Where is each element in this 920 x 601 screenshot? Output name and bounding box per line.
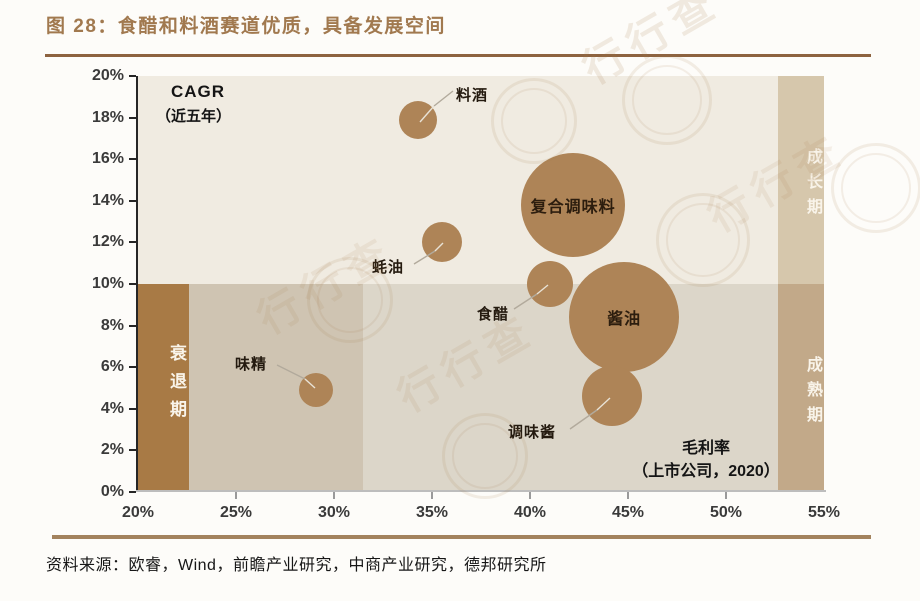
region-label-mature: 成熟期 bbox=[804, 356, 821, 431]
y-tick-label: 12% bbox=[91, 233, 124, 251]
y-tick-mark bbox=[129, 324, 136, 327]
y-tick-mark bbox=[129, 199, 136, 202]
x-tick-label: 25% bbox=[219, 504, 253, 521]
region-label-growth: 成长期 bbox=[804, 148, 821, 223]
y-tick-label: 0% bbox=[100, 483, 124, 500]
x-tick-label: 35% bbox=[415, 504, 449, 521]
bubble-label-酱油: 酱油 bbox=[607, 311, 642, 329]
bottom-rule bbox=[52, 535, 871, 539]
x-axis-line bbox=[136, 490, 826, 492]
x-tick-mark bbox=[529, 492, 531, 499]
y-tick-label: 20% bbox=[91, 67, 124, 84]
y-tick-label: 14% bbox=[91, 191, 124, 209]
x-tick-mark bbox=[725, 492, 727, 499]
y-tick-mark bbox=[129, 283, 136, 285]
y-tick-label: 10% bbox=[91, 275, 124, 292]
bubble-label-味精: 味精 bbox=[235, 356, 268, 373]
y-tick-mark bbox=[129, 366, 136, 369]
bubble-食醋 bbox=[526, 261, 573, 307]
y-axis-title: CAGR bbox=[171, 82, 226, 101]
y-tick-mark bbox=[129, 407, 136, 410]
x-tick-mark bbox=[235, 492, 237, 499]
bubble-label-调味酱: 调味酱 bbox=[508, 424, 557, 441]
y-tick-label: 8% bbox=[100, 316, 124, 334]
x-tick-mark bbox=[431, 492, 433, 499]
y-tick-mark bbox=[129, 449, 136, 452]
bubble-酱油 bbox=[569, 262, 680, 373]
y-tick-mark bbox=[129, 116, 136, 119]
bubble-label-食醋: 食醋 bbox=[477, 306, 510, 323]
y-tick-label: 16% bbox=[91, 150, 124, 168]
x-tick-label: 40% bbox=[513, 504, 547, 521]
region-bottom-inner bbox=[188, 284, 364, 492]
figure-title: 图 28：食醋和料酒赛道优质，具备发展空间 bbox=[46, 16, 446, 37]
region-growth-band bbox=[777, 76, 824, 284]
y-tick-mark bbox=[129, 158, 136, 161]
bubble-料酒 bbox=[399, 100, 438, 139]
x-tick-label: 30% bbox=[317, 504, 351, 521]
y-tick-mark bbox=[129, 491, 136, 493]
y-axis-subtitle: （近五年） bbox=[156, 108, 232, 125]
x-tick-label: 50% bbox=[709, 504, 743, 521]
bubble-chart-plot: 衰退期 成长期 成熟期 20% 18% 16% 14% 12% 10% 8% 6% 4% 2% 0%… bbox=[92, 67, 840, 521]
x-tick-label: 20% bbox=[121, 504, 155, 521]
region-label-decline: 衰退期 bbox=[167, 344, 186, 428]
region-decline-band bbox=[138, 284, 189, 492]
x-tick-mark bbox=[627, 492, 629, 499]
x-tick-label: 45% bbox=[611, 504, 645, 521]
y-tick-label: 4% bbox=[100, 399, 124, 417]
y-tick-mark bbox=[129, 75, 136, 77]
x-tick-mark bbox=[333, 492, 335, 499]
x-axis-subtitle: （上市公司，2020） bbox=[632, 463, 780, 480]
y-tick-label: 6% bbox=[100, 358, 124, 376]
y-tick-label: 18% bbox=[91, 108, 124, 126]
source-note: 资料来源：欧睿，Wind，前瞻产业研究，中商产业研究，德邦研究所 bbox=[46, 557, 547, 574]
bubble-label-料酒: 料酒 bbox=[456, 87, 489, 104]
y-axis-line bbox=[136, 76, 138, 492]
x-axis-title: 毛利率 bbox=[681, 440, 730, 457]
y-tick-label: 2% bbox=[100, 441, 124, 459]
x-tick-label: 55% bbox=[807, 504, 841, 521]
y-tick-mark bbox=[129, 241, 136, 244]
bubble-label-复合调味料: 复合调味料 bbox=[530, 198, 616, 216]
region-mature-band bbox=[777, 284, 824, 492]
bubble-label-蚝油: 蚝油 bbox=[372, 259, 405, 276]
bubble-蚝油 bbox=[421, 222, 462, 263]
title-rule bbox=[45, 54, 871, 57]
watermark-seal-icon bbox=[831, 143, 920, 233]
bubble-复合调味料 bbox=[521, 152, 626, 257]
